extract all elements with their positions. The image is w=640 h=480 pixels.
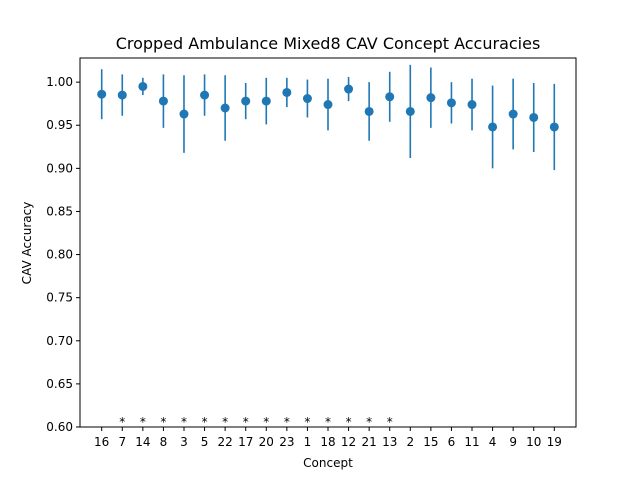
data-point	[97, 89, 107, 99]
data-point	[302, 94, 312, 104]
significance-star: *	[243, 415, 249, 429]
x-tick-label: 19	[547, 435, 562, 449]
data-point	[200, 90, 210, 100]
significance-star: *	[181, 415, 187, 429]
x-tick-label: 3	[180, 435, 188, 449]
data-point	[364, 106, 374, 116]
significance-star: *	[222, 415, 228, 429]
data-point	[241, 96, 251, 106]
x-axis-label: Concept	[303, 456, 353, 470]
data-point	[261, 96, 271, 106]
y-axis-label: CAV Accuracy	[20, 202, 34, 285]
significance-star: *	[140, 415, 146, 429]
significance-star: *	[346, 415, 352, 429]
x-tick-label: 23	[279, 435, 294, 449]
x-tick-label: 5	[201, 435, 209, 449]
data-point	[282, 87, 292, 97]
chart-title: Cropped Ambulance Mixed8 CAV Concept Acc…	[116, 34, 541, 53]
x-tick-label: 6	[448, 435, 456, 449]
data-point	[323, 100, 333, 110]
data-point	[426, 93, 436, 103]
x-tick-label: 21	[362, 435, 377, 449]
significance-star: *	[263, 415, 269, 429]
data-point	[158, 96, 168, 106]
significance-star: *	[304, 415, 310, 429]
significance-star: *	[387, 415, 393, 429]
data-point	[467, 100, 477, 110]
y-tick-label: 0.70	[46, 334, 73, 348]
significance-star: *	[119, 415, 125, 429]
x-tick-label: 16	[94, 435, 109, 449]
y-tick-label: 0.95	[46, 118, 73, 132]
data-point	[344, 84, 354, 94]
y-tick-label: 0.85	[46, 204, 73, 218]
data-point	[117, 90, 127, 100]
plot-marks: * * * * * * * * * * * * * *	[97, 64, 559, 429]
x-tick-label: 15	[423, 435, 438, 449]
y-tick-label: 0.80	[46, 248, 73, 262]
data-point	[529, 112, 539, 122]
x-tick-label: 7	[118, 435, 126, 449]
data-point	[179, 109, 189, 119]
x-tick-label: 14	[135, 435, 150, 449]
significance-star: *	[160, 415, 166, 429]
x-tick-label: 17	[238, 435, 253, 449]
significance-star: *	[202, 415, 208, 429]
plot-frame	[79, 57, 577, 428]
x-tick-label: 1	[304, 435, 312, 449]
significance-star: *	[284, 415, 290, 429]
x-tick-label: 2	[406, 435, 414, 449]
y-axis: 0.60 0.65 0.70 0.75 0.80 0.85 0.90 0.95 1.00	[46, 75, 80, 434]
data-point	[405, 106, 415, 116]
data-point	[220, 103, 230, 113]
y-tick-label: 1.00	[46, 75, 73, 89]
data-point	[508, 109, 518, 119]
data-point	[549, 122, 559, 132]
y-tick-label: 0.90	[46, 161, 73, 175]
x-tick-label: 8	[160, 435, 168, 449]
x-tick-label: 9	[509, 435, 517, 449]
x-tick-label: 20	[259, 435, 274, 449]
x-tick-label: 13	[382, 435, 397, 449]
y-tick-label: 0.75	[46, 291, 73, 305]
x-tick-label: 11	[464, 435, 479, 449]
x-tick-label: 10	[526, 435, 541, 449]
y-tick-label: 0.60	[46, 420, 73, 434]
x-tick-label: 12	[341, 435, 356, 449]
data-point	[446, 98, 456, 108]
y-tick-label: 0.65	[46, 377, 73, 391]
significance-star: *	[366, 415, 372, 429]
significance-star: *	[325, 415, 331, 429]
data-point	[385, 92, 395, 102]
data-point	[488, 122, 498, 132]
x-tick-label: 22	[217, 435, 232, 449]
x-tick-label: 18	[320, 435, 335, 449]
x-axis: 16 7 14 8 3 5 22 17 20 23 1 18 12 21 13 2 15 6 11 4 9 10 19	[94, 427, 562, 449]
x-tick-label: 4	[489, 435, 497, 449]
data-point	[138, 81, 148, 91]
